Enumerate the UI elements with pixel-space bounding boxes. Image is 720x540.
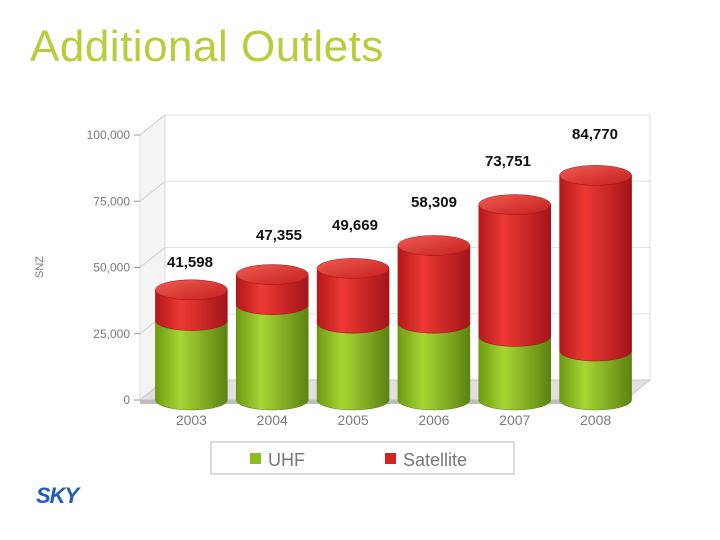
legend-swatch-uhf: [250, 453, 261, 464]
bar-group: [559, 165, 632, 411]
bar-top-cap: [155, 279, 228, 301]
gridline-diagonal: [139, 180, 166, 202]
data-label: 49,669: [332, 217, 378, 234]
bar-segment-uhf: [236, 304, 309, 411]
bar-group: [397, 235, 471, 411]
bar-segment-satellite: [397, 245, 471, 334]
data-label: 58,309: [411, 194, 457, 211]
data-label: 47,355: [256, 227, 302, 244]
legend-label-satellite: Satellite: [403, 450, 467, 470]
data-label: 73,751: [485, 153, 531, 170]
bar-group: [478, 194, 551, 411]
x-tick-label: 2006: [418, 412, 449, 428]
y-tick-label: 100,000: [87, 128, 131, 142]
gridline-diagonal: [139, 247, 166, 268]
x-tick-label: 2003: [176, 412, 207, 428]
label-layer: 2003 2004 2005 2006 2007 2008 41,598 47,355 49,6…: [167, 126, 618, 428]
legend-box: [210, 441, 515, 475]
axis-layer: 0 25,000 50,000 75,000 100,000 SNZ: [34, 128, 140, 407]
bar-top-cap: [397, 235, 471, 256]
logo-text: SKY: [36, 483, 82, 508]
bar-layer: [155, 165, 632, 411]
bar-group: [236, 264, 309, 411]
gridline-diagonal: [139, 114, 166, 136]
bar-group: [316, 258, 390, 411]
y-tick-label: 25,000: [93, 327, 130, 341]
bar-segment-satellite: [478, 204, 551, 347]
bar-segment-uhf: [316, 323, 390, 411]
legend-swatch-satellite: [385, 453, 396, 464]
bar-top-cap: [559, 165, 632, 186]
bar-segment-uhf: [155, 320, 228, 411]
bar-segment-satellite: [559, 175, 632, 362]
bar-top-cap: [316, 258, 390, 279]
slide-title: Additional Outlets: [30, 22, 384, 71]
legend-label-uhf: UHF: [268, 450, 305, 470]
bar-segment-uhf: [397, 323, 471, 411]
data-label: 41,598: [167, 254, 213, 271]
x-tick-label: 2008: [580, 412, 611, 428]
y-tick-label: 50,000: [93, 261, 130, 275]
legend: UHF Satellite: [210, 441, 515, 475]
y-axis-label: SNZ: [34, 256, 46, 278]
y-tick-label: 0: [123, 393, 130, 407]
bar-group: [155, 279, 228, 411]
x-tick-label: 2007: [499, 412, 530, 428]
sky-logo-icon: SKY: [36, 483, 83, 508]
bar-top-cap: [478, 194, 551, 215]
data-label: 84,770: [572, 126, 618, 143]
x-tick-label: 2004: [257, 412, 288, 428]
x-tick-label: 2005: [338, 412, 369, 428]
bar-top-cap: [236, 264, 309, 285]
bar-segment-uhf: [478, 336, 551, 411]
y-tick-label: 75,000: [93, 194, 130, 208]
